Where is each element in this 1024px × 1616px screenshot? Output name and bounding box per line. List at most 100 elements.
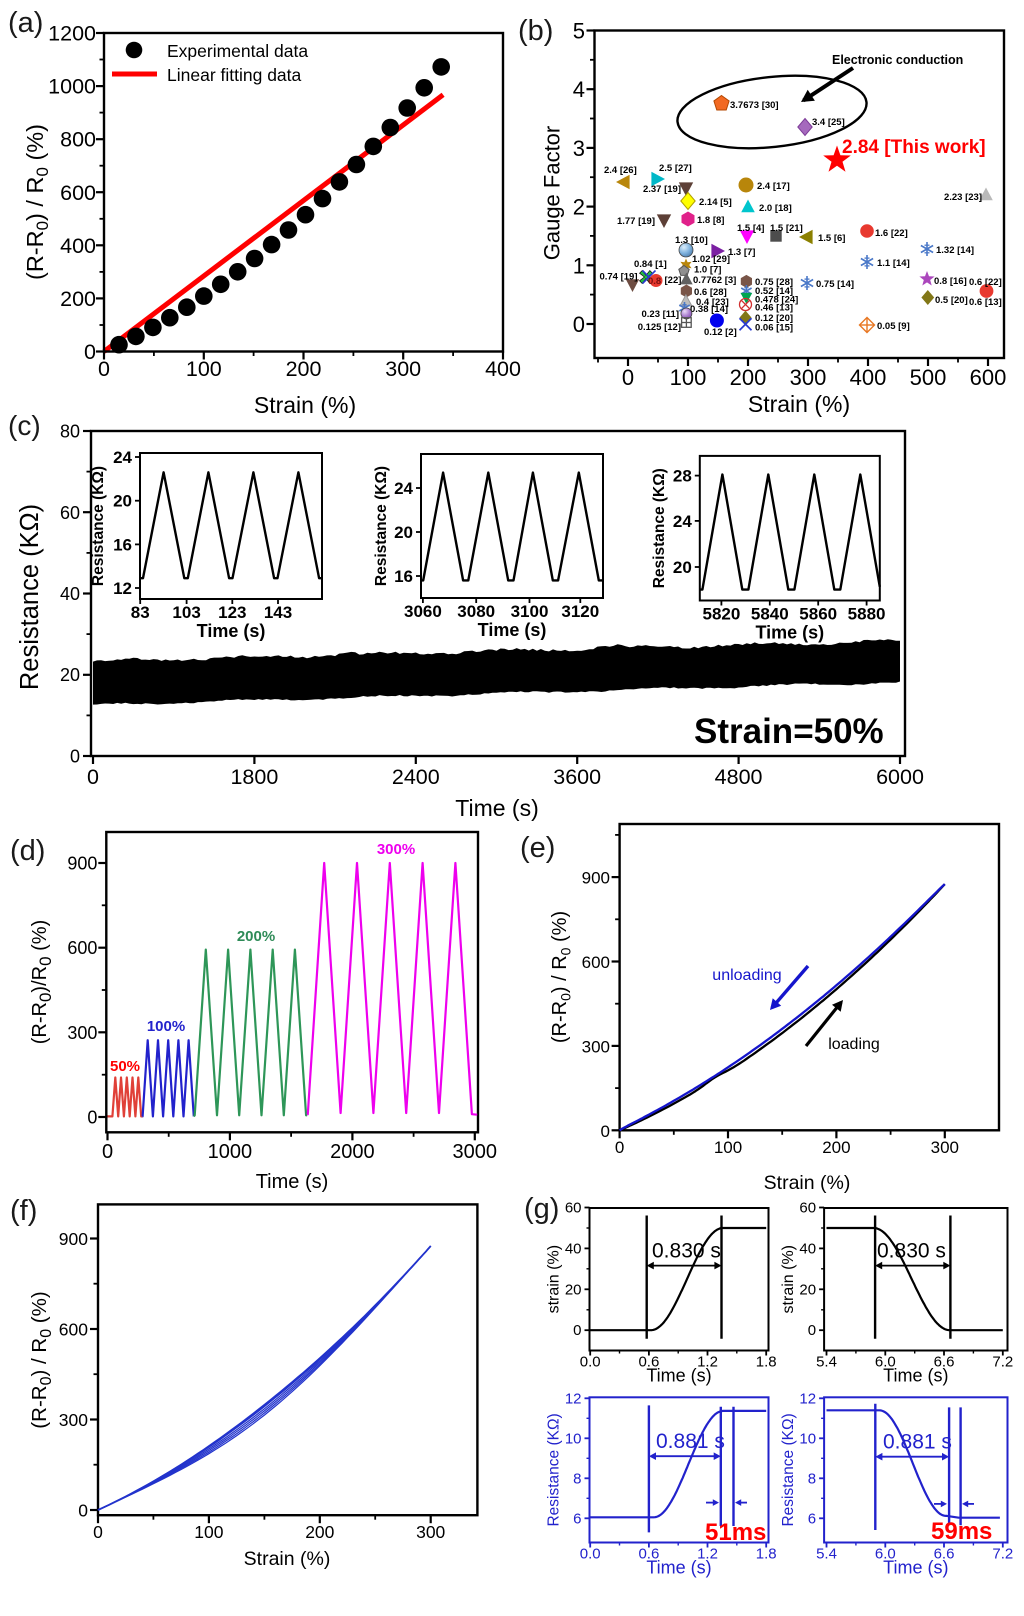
svg-text:(d): (d) [10, 835, 45, 867]
svg-text:100: 100 [714, 1138, 742, 1157]
svg-text:900: 900 [59, 1229, 88, 1249]
svg-text:6.0: 6.0 [875, 1546, 896, 1563]
svg-text:0: 0 [601, 1122, 610, 1141]
svg-text:0: 0 [87, 765, 99, 789]
svg-text:2000: 2000 [330, 1141, 375, 1163]
svg-text:7.2: 7.2 [992, 1546, 1013, 1563]
svg-text:3060: 3060 [404, 602, 442, 621]
svg-text:Time (s): Time (s) [455, 795, 538, 821]
svg-text:143: 143 [264, 603, 292, 622]
svg-text:5840: 5840 [751, 605, 789, 624]
svg-text:900: 900 [582, 869, 610, 888]
svg-text:600: 600 [59, 1320, 88, 1340]
svg-text:Resistance (KΩ): Resistance (KΩ) [651, 468, 668, 588]
svg-text:strain (%): strain (%) [546, 1245, 563, 1313]
svg-text:3120: 3120 [561, 602, 599, 621]
svg-text:0.830 s: 0.830 s [877, 1240, 946, 1263]
svg-text:3100: 3100 [511, 602, 549, 621]
svg-text:0: 0 [615, 1138, 624, 1157]
svg-text:59ms: 59ms [931, 1518, 992, 1545]
svg-text:0.8 [16]: 0.8 [16] [934, 276, 967, 287]
svg-text:(R-R0)/R0 (%): (R-R0)/R0 (%) [29, 920, 55, 1045]
svg-text:1: 1 [573, 253, 585, 278]
svg-text:300%: 300% [377, 841, 415, 858]
svg-text:16: 16 [394, 567, 413, 586]
svg-text:2400: 2400 [392, 765, 440, 789]
svg-text:300: 300 [931, 1138, 959, 1157]
svg-text:1.8: 1.8 [756, 1546, 777, 1563]
svg-text:0.6 [13]: 0.6 [13] [969, 297, 1002, 308]
svg-text:strain (%): strain (%) [780, 1245, 797, 1313]
svg-text:6.6: 6.6 [934, 1546, 955, 1563]
svg-text:2.14 [5]: 2.14 [5] [699, 197, 732, 208]
svg-text:200%: 200% [237, 928, 275, 945]
svg-text:0.830 s: 0.830 s [652, 1240, 721, 1263]
svg-text:600: 600 [67, 938, 97, 958]
svg-text:6.0: 6.0 [875, 1354, 896, 1371]
svg-text:4: 4 [573, 77, 585, 102]
svg-text:40: 40 [799, 1240, 816, 1257]
svg-text:6: 6 [808, 1510, 816, 1527]
svg-text:Gauge Factor: Gauge Factor [540, 126, 565, 261]
svg-text:Time (s): Time (s) [646, 1366, 711, 1386]
svg-text:200: 200 [822, 1138, 850, 1157]
svg-text:1.3 [10]: 1.3 [10] [675, 235, 708, 246]
svg-text:Strain (%): Strain (%) [244, 1548, 331, 1570]
svg-text:1.8 [8]: 1.8 [8] [697, 215, 724, 226]
svg-text:1.0 [7]: 1.0 [7] [694, 265, 721, 276]
svg-text:1.32 [14]: 1.32 [14] [936, 245, 974, 256]
svg-text:20: 20 [673, 558, 692, 577]
svg-text:12: 12 [565, 1390, 582, 1407]
svg-text:0.478 [24]: 0.478 [24] [755, 295, 798, 306]
svg-text:(g): (g) [524, 1193, 559, 1225]
svg-text:20: 20 [113, 492, 132, 511]
svg-text:0.06 [15]: 0.06 [15] [755, 323, 793, 334]
svg-text:7.2: 7.2 [992, 1354, 1013, 1371]
svg-text:0: 0 [93, 1522, 103, 1542]
svg-text:Resistance (KΩ): Resistance (KΩ) [780, 1413, 797, 1526]
svg-text:1200: 1200 [48, 22, 96, 46]
svg-text:40: 40 [565, 1240, 582, 1257]
svg-text:2.37 [19]: 2.37 [19] [643, 184, 681, 195]
svg-text:300: 300 [416, 1522, 445, 1542]
svg-text:0.23 [11]: 0.23 [11] [642, 309, 680, 320]
svg-text:0: 0 [102, 1141, 113, 1163]
svg-text:Resistance (KΩ): Resistance (KΩ) [90, 466, 107, 586]
svg-text:300: 300 [67, 1023, 97, 1043]
svg-text:Experimental data: Experimental data [167, 41, 308, 61]
svg-text:0.52 [14]: 0.52 [14] [755, 286, 793, 297]
svg-text:1.3 [7]: 1.3 [7] [728, 247, 755, 258]
svg-text:Time (s): Time (s) [646, 1558, 711, 1578]
svg-text:1.5 [4]: 1.5 [4] [737, 223, 764, 234]
svg-text:0.8: 0.8 [648, 276, 661, 287]
svg-text:Strain (%): Strain (%) [254, 392, 356, 418]
svg-text:12: 12 [799, 1390, 816, 1407]
svg-text:0.4 [23]: 0.4 [23] [696, 297, 729, 308]
svg-text:40: 40 [60, 584, 80, 604]
svg-text:Resistance (KΩ): Resistance (KΩ) [373, 466, 390, 586]
svg-text:2.5 [27]: 2.5 [27] [659, 163, 692, 174]
svg-text:[22]: [22] [665, 275, 682, 286]
svg-text:0: 0 [78, 1501, 88, 1521]
svg-text:200: 200 [730, 365, 767, 390]
svg-text:Resistance (KΩ): Resistance (KΩ) [546, 1413, 563, 1526]
svg-text:5.4: 5.4 [816, 1354, 837, 1371]
svg-text:0.125 [12]: 0.125 [12] [638, 322, 681, 333]
svg-text:600: 600 [970, 365, 1007, 390]
svg-text:3.4 [25]: 3.4 [25] [812, 117, 845, 128]
svg-text:20: 20 [565, 1281, 582, 1298]
svg-text:6: 6 [573, 1510, 581, 1527]
svg-text:(e): (e) [520, 832, 555, 864]
svg-text:50%: 50% [110, 1058, 140, 1075]
svg-text:8: 8 [573, 1470, 581, 1487]
svg-text:3000: 3000 [453, 1141, 498, 1163]
svg-text:20: 20 [60, 665, 80, 685]
svg-text:51ms: 51ms [705, 1519, 766, 1546]
svg-text:5820: 5820 [702, 605, 740, 624]
svg-text:2: 2 [573, 195, 585, 220]
svg-text:loading: loading [828, 1036, 880, 1053]
svg-text:500: 500 [910, 365, 947, 390]
svg-text:1000: 1000 [208, 1141, 253, 1163]
svg-text:300: 300 [385, 357, 421, 381]
svg-text:8: 8 [808, 1470, 816, 1487]
